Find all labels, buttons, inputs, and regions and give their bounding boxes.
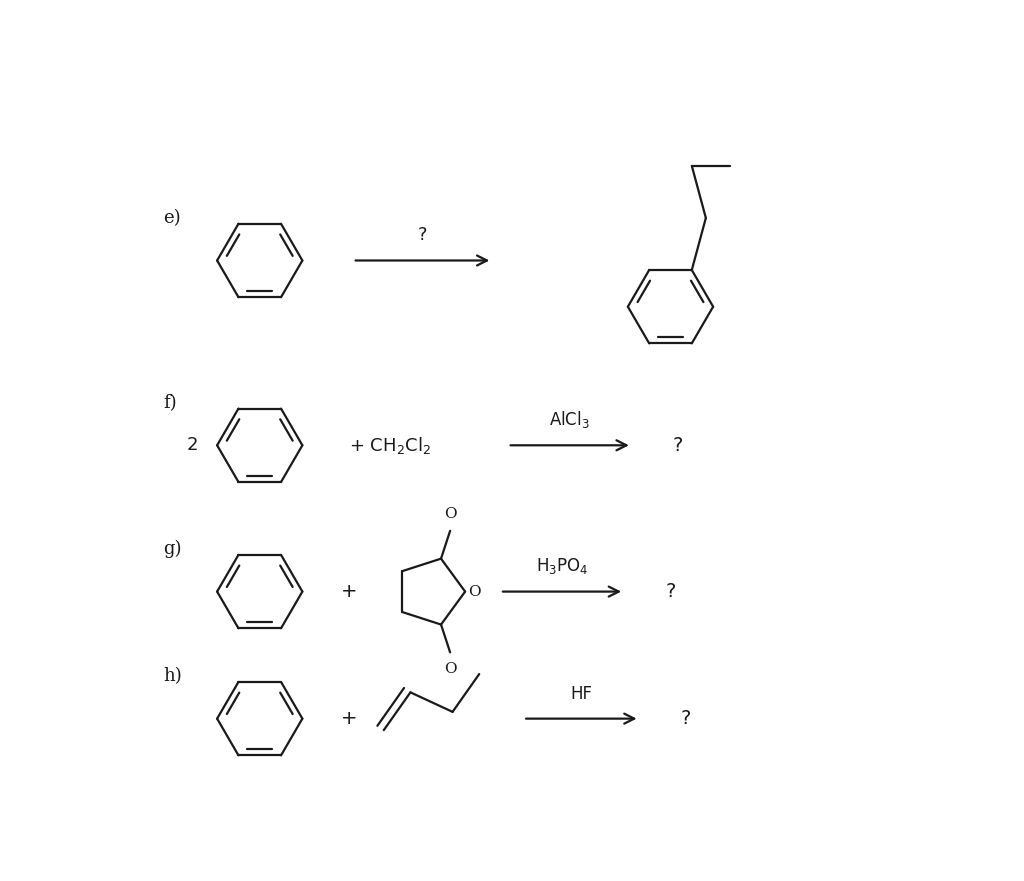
Text: f): f) (163, 394, 176, 412)
Text: O: O (443, 507, 457, 521)
Text: $\mathrm{AlCl_3}$: $\mathrm{AlCl_3}$ (549, 409, 590, 430)
Text: +: + (341, 582, 357, 601)
Text: ?: ? (673, 436, 683, 455)
Text: O: O (443, 663, 457, 677)
Text: 2: 2 (186, 436, 198, 455)
Text: HF: HF (570, 685, 592, 703)
Text: g): g) (163, 540, 181, 559)
Text: ?: ? (666, 582, 676, 601)
Text: $+\ \mathrm{CH_2Cl_2}$: $+\ \mathrm{CH_2Cl_2}$ (349, 435, 431, 455)
Text: O: O (468, 585, 480, 598)
Text: $\mathrm{H_3PO_4}$: $\mathrm{H_3PO_4}$ (536, 556, 588, 576)
Text: +: + (341, 709, 357, 728)
Text: h): h) (163, 667, 181, 685)
Text: e): e) (163, 209, 180, 227)
Text: ?: ? (418, 226, 427, 243)
Text: ?: ? (681, 709, 691, 728)
